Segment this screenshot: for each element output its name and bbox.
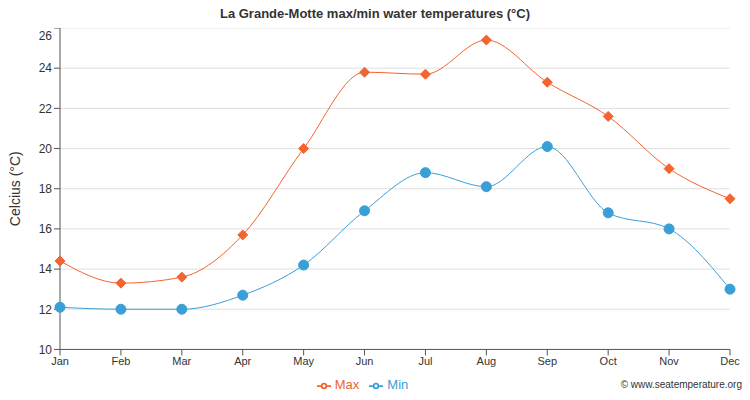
svg-text:14: 14 — [39, 262, 53, 276]
svg-text:16: 16 — [39, 222, 53, 236]
svg-text:22: 22 — [39, 102, 53, 116]
svg-text:Dec: Dec — [720, 355, 740, 367]
svg-text:May: May — [293, 355, 314, 367]
svg-text:Mar: Mar — [172, 355, 191, 367]
html-text:Min: Min — [387, 377, 409, 393]
svg-text:Jul: Jul — [418, 355, 432, 367]
svg-text:18: 18 — [39, 182, 53, 196]
html-text:Max: Max — [334, 377, 360, 393]
svg-text:Celcius (°C): Celcius (°C) — [8, 151, 23, 226]
html-text:La Grande-Motte max/min water: La Grande-Motte max/min water temperatur… — [220, 6, 530, 21]
html-text:© www.seatemperature.org: © www.seatemperature.org — [620, 379, 742, 390]
svg-text:Sep: Sep — [537, 355, 557, 367]
svg-text:Nov: Nov — [659, 355, 679, 367]
svg-text:Apr: Apr — [234, 355, 251, 367]
svg-text:Oct: Oct — [600, 355, 617, 367]
svg-text:Aug: Aug — [477, 355, 497, 367]
svg-text:20: 20 — [39, 142, 53, 156]
svg-text:10: 10 — [39, 343, 53, 357]
svg-text:Feb: Feb — [111, 355, 130, 367]
svg-text:26: 26 — [39, 29, 53, 43]
svg-text:24: 24 — [39, 61, 53, 75]
svg-text:Jun: Jun — [356, 355, 374, 367]
svg-text:Jan: Jan — [51, 355, 69, 367]
svg-text:12: 12 — [39, 303, 53, 317]
